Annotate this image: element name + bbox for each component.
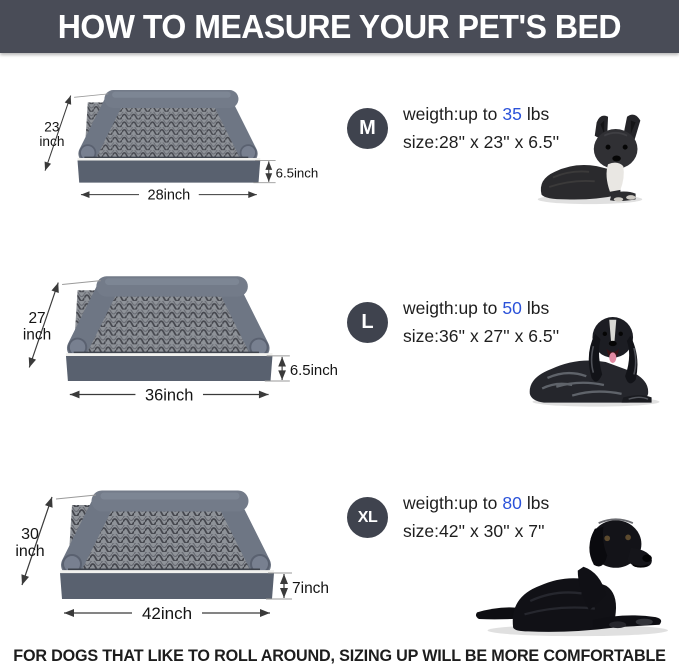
bed-diagram-m: 23 inch 28inch 6.5inch	[39, 90, 319, 204]
dimension-annotations: 30 inch 42inch 7inch	[15, 494, 329, 623]
size-badge-m: M	[347, 108, 388, 149]
weight-suffix: lbs	[526, 104, 550, 124]
footer-note: FOR DOGS THAT LIKE TO ROLL AROUND, SIZIN…	[0, 647, 679, 666]
weight-suffix: lbs	[526, 298, 550, 318]
weight-prefix: weigth:up to	[403, 104, 498, 124]
spec-text-xl: weigth:up to 80 lbs size:42'' x 30'' x 7''	[403, 493, 549, 542]
weight-value: 50	[502, 298, 522, 318]
depth-value-label: 27	[28, 310, 45, 327]
width-label: 36inch	[145, 386, 193, 404]
page-title: HOW TO MEASURE YOUR PET'S BED	[57, 7, 622, 45]
weight-suffix: lbs	[526, 493, 550, 513]
size-info-m: M weigth:up to 35 lbs size:28'' x 23'' x 6…	[347, 104, 559, 153]
bed-diagram-l: 27 inch 36inch 6.5inch	[23, 276, 338, 404]
size-info-l: L weigth:up to 50 lbs size:36'' x 27'' x 6…	[347, 298, 559, 347]
weight-line: weigth:up to 35 lbs	[403, 104, 559, 125]
size-line: size:28'' x 23'' x 6.5''	[403, 132, 560, 152]
header-banner: HOW TO MEASURE YOUR PET'S BED	[0, 0, 679, 53]
size-badge-xl: XL	[347, 497, 388, 538]
depth-unit-label: inch	[15, 543, 44, 560]
weight-value: 35	[502, 104, 522, 124]
dimension-annotations: 23 inch 28inch 6.5inch	[39, 93, 319, 204]
width-label: 42inch	[142, 604, 192, 623]
weight-line: weigth:up to 50 lbs	[403, 298, 559, 319]
bed-illustration	[77, 90, 261, 183]
size-row-l: 27 inch 36inch 6.5inch L weigth:up to 50 l…	[0, 240, 679, 418]
dimension-annotations: 27 inch 36inch 6.5inch	[23, 280, 338, 404]
bed-diagram-xl: 30 inch 42inch 7inch	[15, 490, 329, 623]
depth-value-label: 30	[21, 526, 39, 543]
depth-value-label: 23	[44, 119, 59, 134]
size-row-xl: 30 inch 42inch 7inch XL weigth:up to 80 lb…	[0, 445, 679, 645]
bed-illustration	[65, 276, 273, 381]
size-badge-l: L	[347, 302, 388, 343]
width-label: 28inch	[148, 188, 191, 204]
size-line: size:36'' x 27'' x 6.5''	[403, 326, 560, 346]
size-info-xl: XL weigth:up to 80 lbs size:42'' x 30'' x …	[347, 493, 549, 542]
bed-illustration	[60, 490, 274, 599]
weight-line: weigth:up to 80 lbs	[403, 493, 549, 514]
spec-text-m: weigth:up to 35 lbs size:28'' x 23'' x 6.5…	[403, 104, 559, 153]
dog-image-cocker-spaniel	[529, 317, 660, 407]
height-label: 7inch	[292, 580, 329, 597]
depth-unit-label: inch	[39, 134, 64, 149]
weight-value: 80	[502, 493, 522, 513]
height-label: 6.5inch	[290, 362, 338, 379]
size-line: size:42'' x 30'' x 7''	[403, 521, 545, 541]
footer-text: FOR DOGS THAT LIKE TO ROLL AROUND, SIZIN…	[13, 647, 666, 665]
size-row-m: 23 inch 28inch 6.5inch M weigth:up to 35 l…	[0, 52, 679, 210]
dog-image-french-bulldog	[537, 114, 643, 205]
depth-unit-label: inch	[23, 327, 51, 344]
weight-prefix: weigth:up to	[403, 493, 498, 513]
weight-prefix: weigth:up to	[403, 298, 498, 318]
height-label: 6.5inch	[276, 166, 319, 181]
spec-text-l: weigth:up to 50 lbs size:36'' x 27'' x 6.5…	[403, 298, 559, 347]
dog-image-black-labrador	[475, 518, 668, 637]
